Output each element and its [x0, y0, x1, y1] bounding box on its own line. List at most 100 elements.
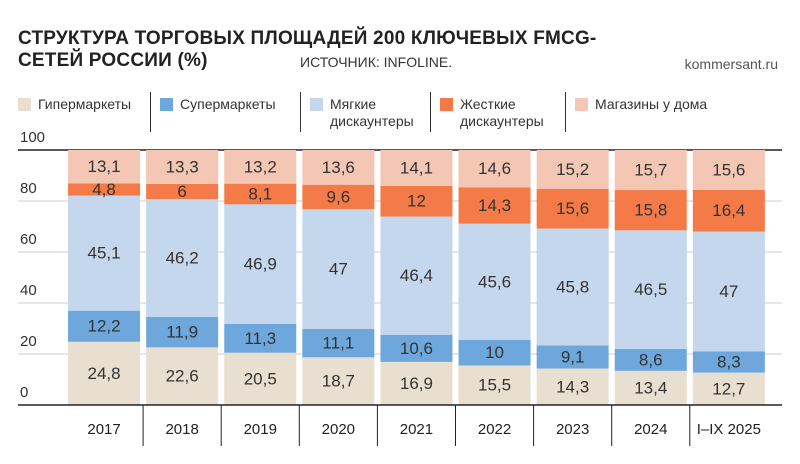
x-tick-label: 2021	[400, 421, 433, 438]
legend-separator	[565, 92, 566, 132]
value-label: 47	[329, 260, 348, 279]
x-tick-label: 2024	[634, 421, 667, 438]
value-label: 45,1	[88, 244, 121, 263]
value-label: 13,1	[88, 157, 121, 176]
value-label: 14,3	[556, 377, 589, 396]
legend-item: Жесткие дискаунтеры	[440, 96, 585, 130]
value-label: 15,6	[556, 199, 589, 218]
bar-segment	[380, 185, 453, 217]
value-label: 46,4	[400, 266, 433, 285]
value-label: 47	[719, 282, 738, 301]
value-label: 13,6	[322, 158, 355, 177]
value-label: 16,4	[712, 201, 745, 220]
value-label: 14,6	[478, 159, 511, 178]
value-label: 11,3	[244, 329, 276, 348]
value-label: 13,2	[244, 157, 277, 176]
value-label: 46,5	[634, 280, 667, 299]
legend-swatch	[160, 98, 173, 111]
bar-segment	[614, 230, 687, 349]
value-label: 46,9	[244, 255, 277, 274]
bar-segment	[302, 150, 375, 185]
value-label: 8,3	[717, 353, 741, 372]
legend-label: Гипермаркеты	[38, 96, 132, 112]
legend-label: Супермаркеты	[180, 96, 276, 112]
y-tick-label: 0	[20, 384, 28, 401]
value-label: 11,1	[322, 334, 354, 353]
value-label: 12,7	[712, 379, 745, 398]
bar-segment	[536, 345, 609, 369]
bar-segment	[302, 184, 375, 210]
bar-segment	[68, 310, 141, 342]
legend-swatch	[440, 98, 453, 111]
bar-segment	[302, 209, 375, 330]
value-label: 8,6	[639, 350, 663, 369]
bar-segment	[458, 339, 531, 366]
value-label: 18,7	[322, 372, 355, 391]
value-label: 15,5	[478, 376, 511, 395]
value-label: 22,6	[166, 367, 199, 386]
bar-segment	[380, 216, 453, 335]
bar-segment	[458, 187, 531, 224]
value-label: 45,8	[556, 277, 589, 296]
value-label: 45,6	[478, 272, 511, 291]
value-label: 15,7	[634, 161, 667, 180]
bar-segment	[458, 365, 531, 405]
legend-label: Жесткие дискаунтеры	[460, 96, 544, 129]
chart-title: СТРУКТУРА ТОРГОВЫХ ПЛОЩАДЕЙ 200 КЛЮЧЕВЫХ…	[18, 28, 597, 71]
bar-segment	[224, 323, 297, 353]
value-label: 8,1	[248, 184, 272, 203]
bar-segment	[614, 348, 687, 371]
bar-segment	[614, 370, 687, 405]
bar-segment	[692, 189, 765, 232]
value-label: 14,1	[400, 158, 433, 177]
bar-segment	[692, 372, 765, 405]
y-tick-label: 80	[20, 180, 37, 197]
legend-swatch	[310, 98, 323, 111]
y-tick-label: 40	[20, 282, 37, 299]
bar-segment	[458, 150, 531, 188]
value-label: 14,3	[478, 196, 511, 215]
value-label: 11,9	[166, 323, 198, 342]
value-label: 12,2	[88, 317, 121, 336]
bar-segment	[224, 183, 297, 205]
legend-item: Гипермаркеты	[18, 96, 168, 113]
bar-segment	[146, 150, 219, 184]
value-label: 15,6	[712, 160, 745, 179]
legend-separator	[150, 92, 151, 132]
value-label: 10,6	[400, 339, 433, 358]
bar-segment	[146, 347, 219, 405]
legend-label: Мягкие дискаунтеры	[330, 96, 414, 129]
value-label: 16,9	[400, 374, 433, 393]
bar-segment	[146, 199, 219, 318]
source: ИСТОЧНИК: INFOLINE.	[300, 54, 453, 70]
y-tick-label: 20	[20, 333, 37, 350]
x-tick-label: 2017	[87, 421, 120, 438]
legend-separator	[300, 92, 301, 132]
value-label: 15,8	[634, 201, 667, 220]
value-label: 10	[485, 343, 504, 362]
value-label: 15,2	[556, 160, 589, 179]
legend-swatch	[575, 98, 588, 111]
y-tick-label: 100	[20, 129, 45, 146]
value-label: 9,6	[327, 187, 351, 206]
value-label: 12	[407, 192, 426, 211]
bar-segment	[224, 352, 297, 405]
value-label: 6	[177, 182, 186, 201]
y-tick-label: 60	[20, 231, 37, 248]
bar-segment	[692, 351, 765, 373]
bar-segment	[692, 231, 765, 352]
bar-segment	[68, 150, 141, 184]
bar-segment	[224, 204, 297, 324]
value-label: 13,4	[634, 378, 667, 397]
legend-swatch	[18, 98, 31, 111]
value-label: 20,5	[244, 369, 277, 388]
x-tick-label: I–IX 2025	[697, 421, 761, 438]
bar-segment	[458, 223, 531, 340]
bar-segment	[614, 150, 687, 191]
x-tick-label: 2022	[478, 421, 511, 438]
bar-segment	[536, 188, 609, 229]
bar-segment	[692, 150, 765, 190]
bar-segment	[614, 190, 687, 231]
